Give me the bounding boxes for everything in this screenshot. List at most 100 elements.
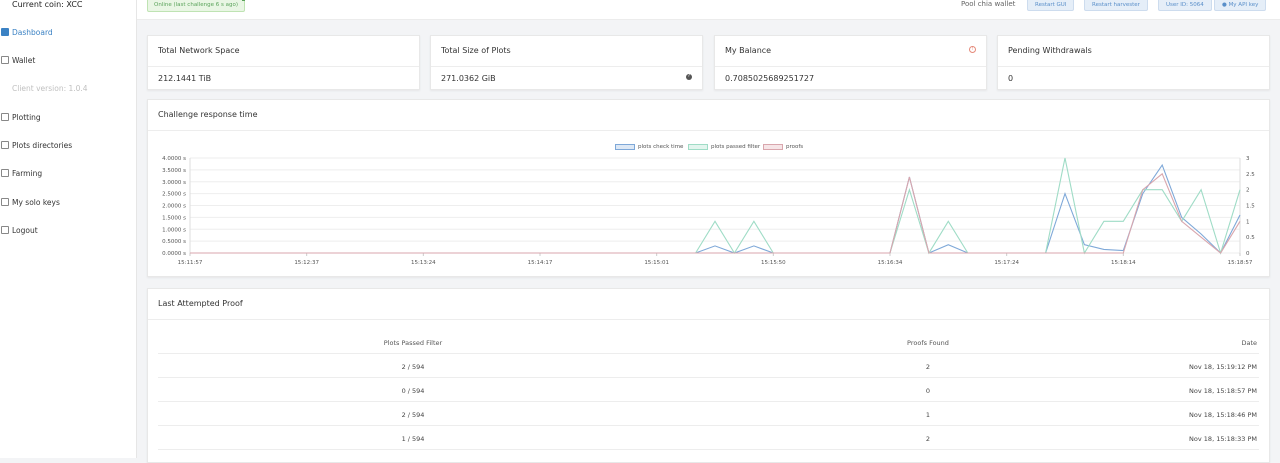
legend-item-check-time[interactable]: plots check time — [615, 144, 683, 150]
logout-icon — [1, 226, 9, 234]
sidebar: Current coin: XCC Dashboard Wallet Clien… — [0, 0, 137, 458]
client-version: Client version: 1.0.4 — [0, 80, 137, 96]
card-title: Pending Withdrawals — [1008, 46, 1092, 55]
help-icon[interactable]: ? — [686, 74, 692, 80]
card-divider — [148, 319, 1269, 320]
y-right-tick-label: 1.5 — [1246, 204, 1255, 210]
cell-proofs-found: 1 — [925, 411, 931, 419]
sidebar-item-label: Plots directories — [12, 140, 73, 150]
legend-swatch — [763, 144, 783, 150]
series-line-0 — [190, 163, 1241, 254]
api-key-label: My API key — [1228, 2, 1259, 8]
x-tick-label: 15:12:37 — [294, 260, 319, 266]
legend-swatch — [615, 144, 635, 150]
cell-plots-passed: 2 / 594 — [401, 363, 425, 371]
coin-label: Current coin: — [12, 0, 64, 9]
cell-plots-passed: 0 / 594 — [401, 387, 425, 395]
cell-date: Nov 18, 15:18:33 PM — [1189, 435, 1257, 443]
wallet-icon — [1, 56, 9, 64]
y-left-tick-label: 1.0000 s — [162, 227, 186, 233]
sidebar-item-label: Logout — [12, 225, 38, 235]
table-row: 2 / 594 2 Nov 18, 15:19:12 PM — [158, 354, 1259, 378]
card-divider — [148, 130, 1269, 131]
card-network-space: Total Network Space 212.1441 TiB — [147, 35, 420, 90]
sidebar-item-farming[interactable]: Farming — [0, 165, 137, 181]
x-tick-label: 15:14:17 — [528, 260, 553, 266]
card-pending-withdrawals: Pending Withdrawals 0 — [997, 35, 1270, 90]
key-icon — [1, 198, 9, 206]
restart-gui-button[interactable]: Restart GUI — [1027, 0, 1075, 11]
card-value: 212.1441 TiB — [158, 74, 212, 83]
y-right-tick-label: 1 — [1246, 219, 1250, 225]
sidebar-item-solo-keys[interactable]: My solo keys — [0, 194, 137, 210]
proof-card: Last Attempted Proof Plots Passed Filter… — [147, 288, 1270, 463]
plotting-icon — [1, 113, 9, 121]
sidebar-item-label: Farming — [12, 168, 43, 178]
cell-date: Nov 18, 15:18:46 PM — [1189, 411, 1257, 419]
col-header-proofs-found: Proofs Found — [907, 339, 949, 347]
card-divider — [715, 66, 986, 67]
sidebar-item-plots-directories[interactable]: Plots directories — [0, 137, 137, 153]
folder-icon — [1, 141, 9, 149]
key-icon: ● — [1222, 2, 1229, 8]
user-id-button[interactable]: User ID: 5064 — [1158, 0, 1212, 11]
cell-date: Nov 18, 15:19:12 PM — [1189, 363, 1257, 371]
current-coin: Current coin: XCC — [12, 0, 83, 9]
restart-harvester-button[interactable]: Restart harvester — [1084, 0, 1148, 11]
legend-swatch — [688, 144, 708, 150]
sidebar-item-wallet[interactable]: Wallet — [0, 52, 137, 68]
sidebar-item-logout[interactable]: Logout — [0, 222, 137, 238]
x-tick-label: 15:11:57 — [178, 260, 203, 266]
legend-item-passed-filter[interactable]: plots passed filter — [688, 144, 760, 150]
cell-proofs-found: 0 — [925, 387, 931, 395]
status-badge: Online (last challenge 6 s ago) — [147, 0, 245, 12]
chart-card: Challenge response time plots check time… — [147, 99, 1270, 277]
cell-plots-passed: 1 / 594 — [401, 435, 425, 443]
cell-proofs-found: 2 — [925, 435, 931, 443]
x-tick-label: 15:16:34 — [878, 260, 903, 266]
sidebar-item-label: Plotting — [12, 112, 41, 122]
pool-wallet-link[interactable]: Pool chia wallet — [961, 0, 1016, 8]
y-left-tick-label: 0.5000 s — [162, 239, 186, 245]
card-divider — [431, 66, 702, 67]
sidebar-item-dashboard[interactable]: Dashboard — [0, 24, 137, 40]
y-right-tick-label: 3 — [1246, 156, 1250, 162]
y-right-tick-label: 2 — [1246, 188, 1250, 194]
table-row: 1 / 594 2 Nov 18, 15:18:33 PM — [158, 426, 1259, 450]
col-header-date: Date — [1241, 339, 1257, 347]
x-tick-label: 15:15:01 — [644, 260, 669, 266]
sidebar-item-label: Dashboard — [12, 27, 53, 37]
card-value: 0 — [1008, 74, 1014, 83]
legend-item-proofs[interactable]: proofs — [763, 144, 803, 150]
card-title: My Balance — [725, 46, 772, 55]
cell-plots-passed: 2 / 594 — [401, 411, 425, 419]
cell-date: Nov 18, 15:18:57 PM — [1189, 387, 1257, 395]
x-tick-label: 15:18:57 — [1228, 260, 1253, 266]
client-version-label: Client version: 1.0.4 — [12, 83, 88, 93]
series-line-2 — [190, 172, 1241, 254]
card-divider — [998, 66, 1269, 67]
y-left-tick-label: 1.5000 s — [162, 215, 186, 221]
response-time-chart: 0.0000 s 0.5000 s 1.0000 s 1.5000 s 2.0000 s… — [162, 156, 1255, 266]
y-right-tick-label: 0 — [1246, 251, 1250, 257]
y-right-tick-label: 0.5 — [1246, 235, 1255, 241]
dashboard-icon — [1, 28, 9, 36]
table-header: Plots Passed Filter Proofs Found Date — [158, 330, 1259, 354]
cell-proofs-found: 2 — [925, 363, 931, 371]
col-header-plots-passed: Plots Passed Filter — [383, 339, 443, 347]
table-row: 0 / 594 0 Nov 18, 15:18:57 PM — [158, 378, 1259, 402]
y-left-tick-label: 0.0000 s — [162, 251, 186, 257]
info-icon[interactable]: ! — [969, 46, 976, 53]
api-key-button[interactable]: ● My API key — [1214, 0, 1267, 11]
legend-label: plots passed filter — [711, 144, 761, 150]
y-left-tick-label: 4.0000 s — [162, 156, 186, 162]
table-row: 2 / 594 1 Nov 18, 15:18:46 PM — [158, 402, 1259, 426]
legend-label: plots check time — [638, 144, 684, 150]
card-title: Total Network Space — [158, 46, 240, 55]
card-title: Total Size of Plots — [441, 46, 511, 55]
x-tick-label: 15:15:50 — [761, 260, 786, 266]
sidebar-item-label: My solo keys — [12, 197, 60, 207]
y-left-tick-label: 3.5000 s — [162, 168, 186, 174]
sidebar-item-plotting[interactable]: Plotting — [0, 109, 137, 125]
chart-title: Challenge response time — [158, 110, 258, 119]
